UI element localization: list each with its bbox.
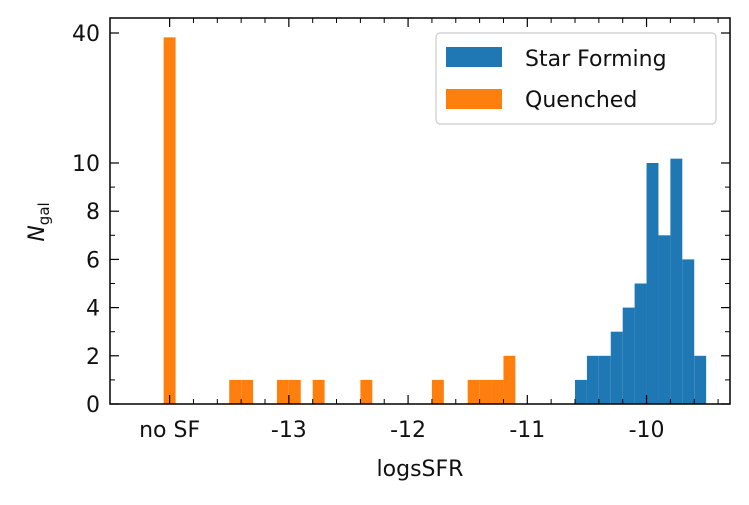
bar-quenched xyxy=(241,379,254,404)
bar-quenched xyxy=(163,37,176,404)
x-tick-label: -12 xyxy=(390,418,426,443)
legend: Star Forming Quenched xyxy=(435,32,717,125)
x-axis-label: logsSFR xyxy=(377,457,464,482)
bar-star-forming xyxy=(634,283,647,404)
legend-box xyxy=(435,32,717,125)
x-tick-label: -11 xyxy=(509,418,545,443)
y-tick-label: 40 xyxy=(72,22,100,47)
bars-layer xyxy=(163,37,707,404)
y-axis-label-subscript: gal xyxy=(35,202,53,225)
bar-quenched xyxy=(479,379,492,404)
bar-quenched xyxy=(276,379,289,404)
bar-star-forming xyxy=(575,379,587,404)
legend-swatch-quenched xyxy=(446,89,502,109)
y-axis-label: Ngal xyxy=(25,202,53,241)
bar-star-forming xyxy=(646,163,659,404)
bar-star-forming xyxy=(670,158,683,404)
plot-frame xyxy=(109,17,731,405)
bar-star-forming xyxy=(598,355,611,404)
legend-label-star-forming: Star Forming xyxy=(525,47,667,72)
x-tick-label: -10 xyxy=(629,418,665,443)
bar-star-forming xyxy=(658,235,671,404)
x-tick-label: no SF xyxy=(139,418,200,443)
legend-label-quenched: Quenched xyxy=(525,88,637,113)
bar-star-forming xyxy=(682,259,695,404)
bar-star-forming xyxy=(622,307,635,404)
y-tick-label: 6 xyxy=(86,248,100,273)
legend-swatch-star-forming xyxy=(446,47,502,67)
bar-quenched xyxy=(467,379,480,404)
ticks-layer xyxy=(110,18,730,405)
bar-quenched xyxy=(312,379,325,404)
bar-quenched xyxy=(288,379,301,404)
y-tick-label: 0 xyxy=(86,393,100,418)
y-tick-label: 4 xyxy=(86,297,100,322)
y-tick-label: 8 xyxy=(86,200,100,225)
bar-star-forming xyxy=(694,355,707,404)
bar-quenched xyxy=(431,379,444,404)
bar-quenched xyxy=(229,379,242,404)
bar-quenched xyxy=(360,379,373,404)
bar-quenched xyxy=(503,355,516,404)
y-axis-label-main: N xyxy=(25,225,50,241)
y-tick-label: 10 xyxy=(72,152,100,177)
bar-star-forming xyxy=(586,355,599,404)
bar-quenched xyxy=(491,379,504,404)
bar-star-forming xyxy=(610,331,623,404)
x-tick-label: -13 xyxy=(271,418,307,443)
tick-labels: no SF -13 -12 -11 -10 0 2 4 6 8 10 40 xyxy=(72,22,665,443)
y-tick-label: 2 xyxy=(86,345,100,370)
